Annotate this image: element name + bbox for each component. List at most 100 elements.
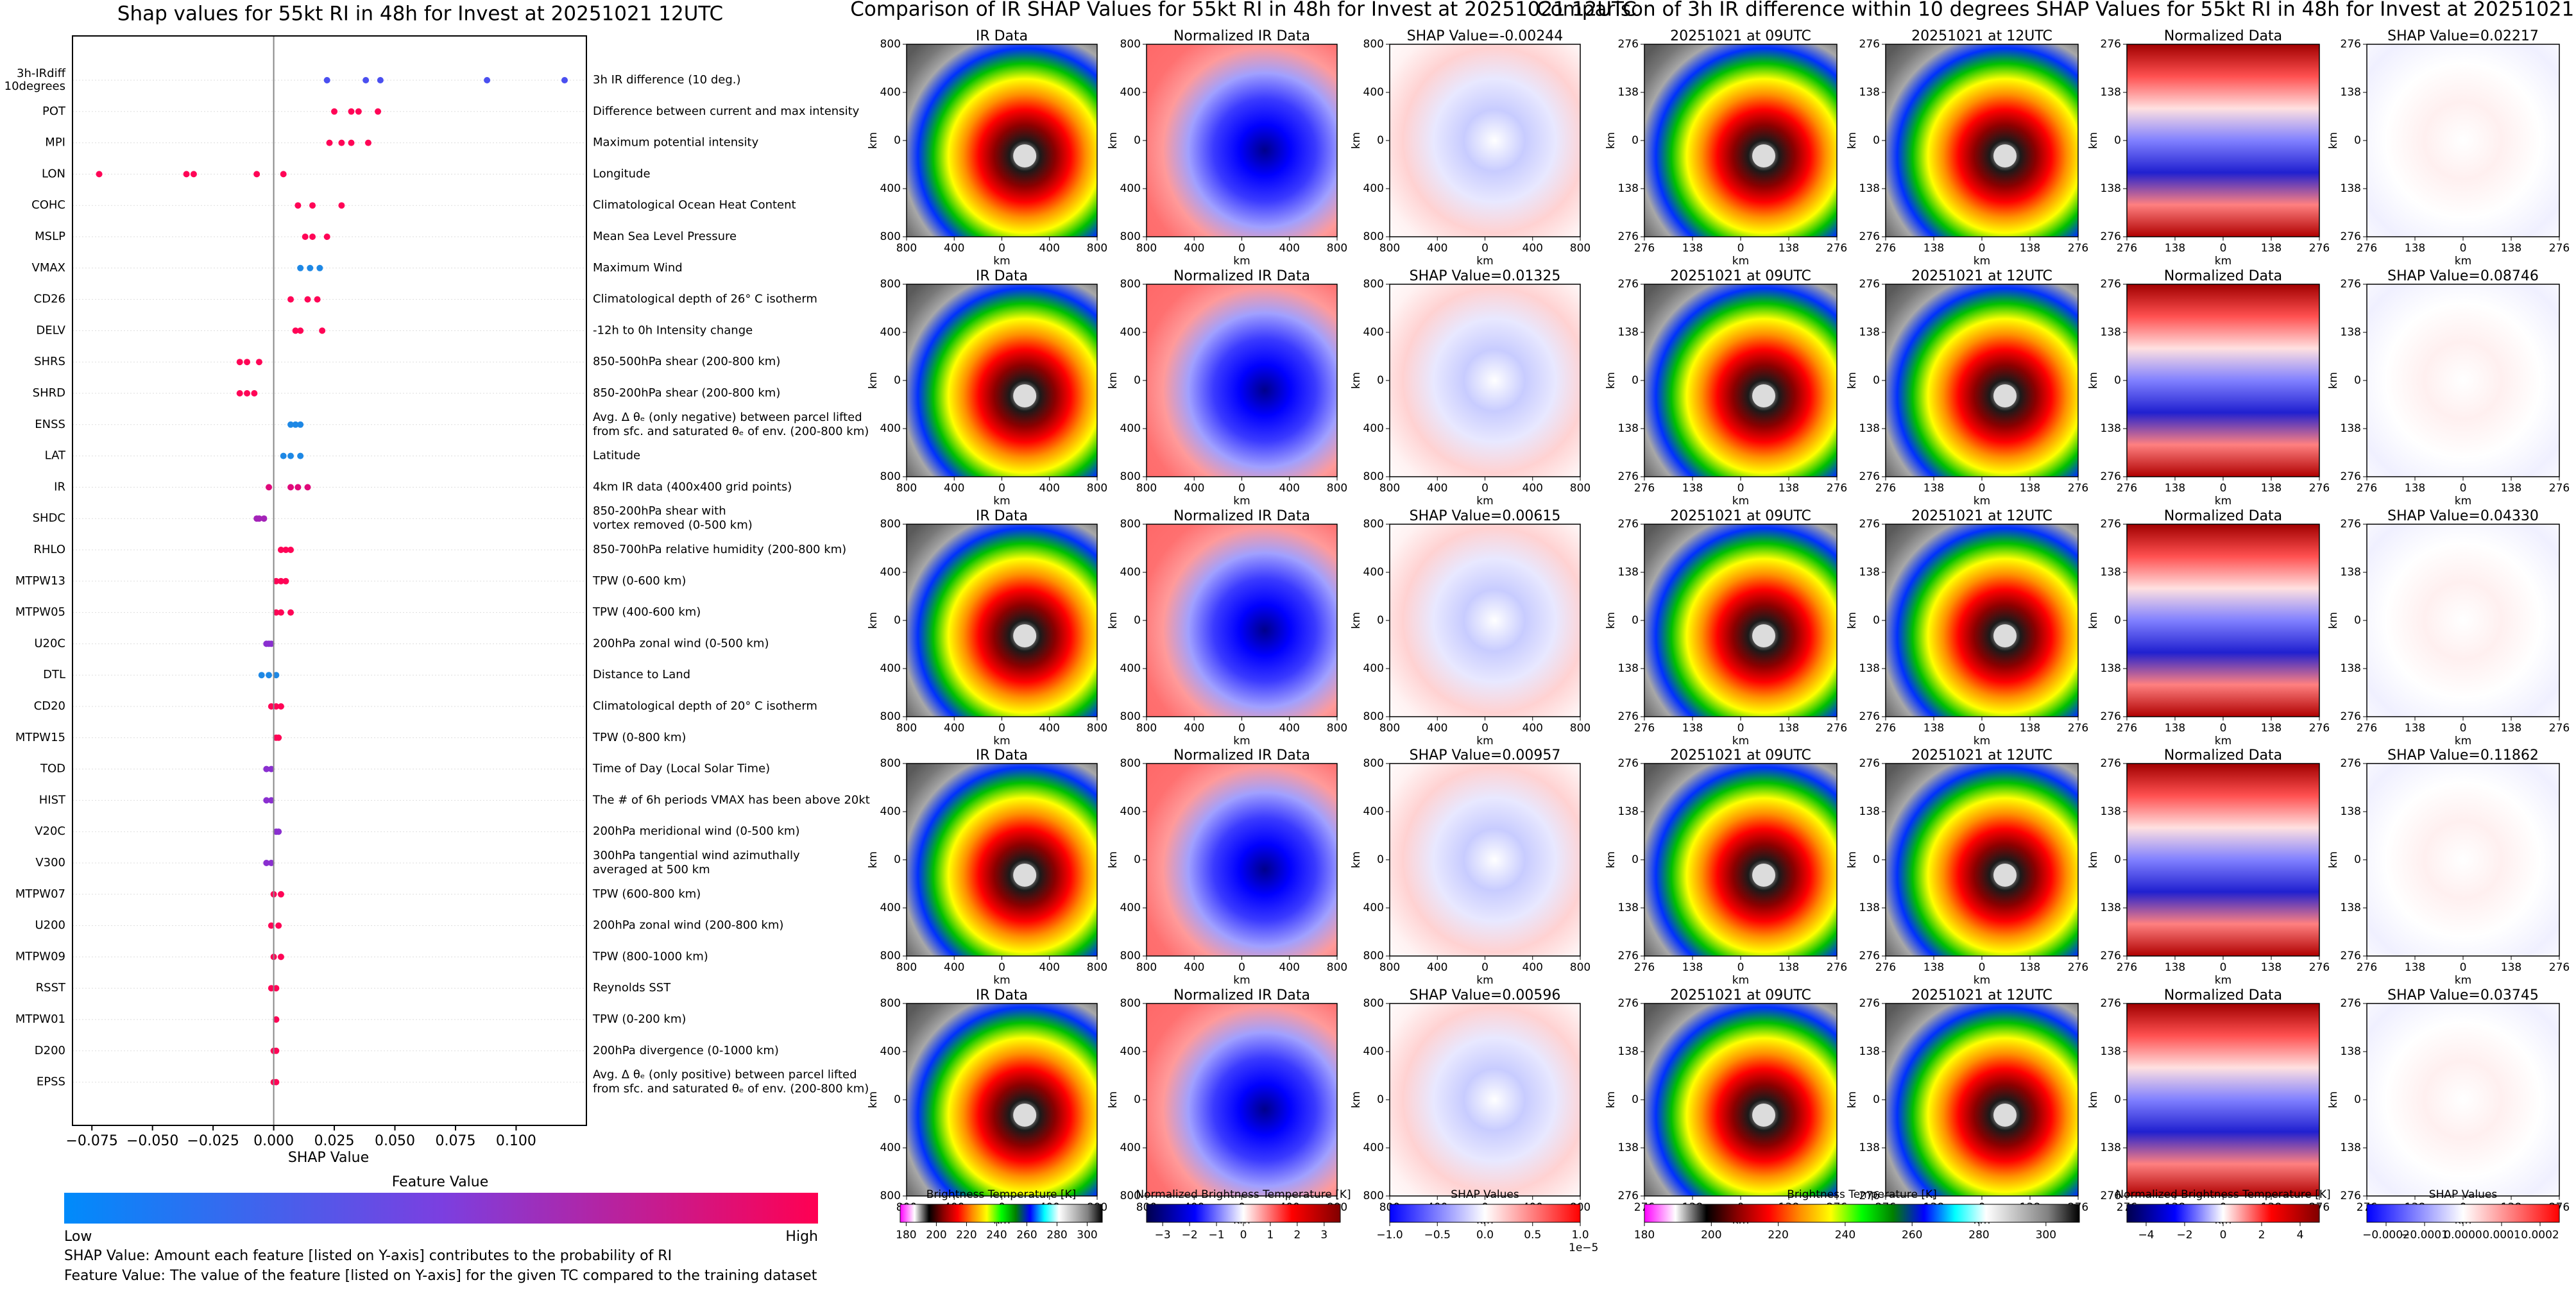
y-tick-label: 800	[1120, 997, 1141, 1010]
y-tick-label: 276	[1859, 757, 1880, 770]
x-tick-label: 0	[2220, 242, 2227, 255]
feature-label: U200	[35, 919, 65, 932]
shap-point	[273, 1047, 280, 1054]
y-tick-label: 400	[1363, 1141, 1384, 1154]
shap-point	[292, 327, 299, 334]
y-tick-label: 400	[1363, 86, 1384, 99]
x-tick-label: −0.075	[66, 1133, 118, 1149]
shap-point	[297, 327, 304, 334]
feature-label: SHRD	[33, 386, 65, 400]
feature-description: 200hPa zonal wind (0-500 km)	[593, 636, 769, 650]
feature-label: TOD	[40, 762, 65, 776]
feature-label: LAT	[45, 449, 66, 463]
colorbar-offset: 1e−5	[1569, 1242, 1598, 1254]
x-axis-label: km	[1476, 255, 1493, 268]
image-panel	[1886, 764, 2078, 956]
feature-label: SHRS	[34, 355, 65, 368]
x-tick-label: 0	[1481, 242, 1488, 255]
y-tick-label: 400	[1120, 326, 1141, 339]
y-tick-label: 800	[1363, 38, 1384, 51]
y-tick-label: 0	[2354, 134, 2361, 147]
feature-description: -12h to 0h Intensity change	[593, 323, 753, 337]
panel-title: Normalized Data	[2164, 28, 2282, 44]
panel-title: Normalized IR Data	[1173, 987, 1310, 1003]
image-panel	[1644, 524, 1837, 717]
feature-label: MTPW09	[15, 950, 65, 963]
x-tick-label: 138	[1778, 242, 1799, 255]
shap-point	[355, 108, 362, 115]
y-tick-label: 0	[1134, 614, 1141, 627]
y-tick-label: 138	[2341, 901, 2361, 914]
y-tick-label: 800	[880, 1190, 901, 1202]
storm-eye	[1013, 1104, 1037, 1127]
feature-label: SHDC	[33, 511, 65, 525]
x-tick-label: 138	[2405, 482, 2425, 495]
colorbar-title: Brightness Temperature [K]	[926, 1188, 1076, 1201]
feature-description: Longitude	[593, 167, 651, 180]
x-tick-label: 400	[1184, 482, 1204, 495]
panel-title: 20251021 at 12UTC	[1911, 747, 2052, 764]
panel-title: SHAP Value=0.00957	[1410, 747, 1561, 764]
panel-title: Normalized Data	[2164, 747, 2282, 764]
x-tick-label: 0.100	[496, 1133, 536, 1149]
x-tick-label: 276	[2068, 722, 2088, 735]
y-tick-label: 276	[1859, 38, 1880, 51]
image-panel	[2367, 44, 2559, 237]
x-tick-label: 400	[1427, 482, 1447, 495]
x-axis-label: km	[2455, 255, 2471, 268]
x-tick-label: 0	[1238, 961, 1245, 974]
y-tick-label: 276	[2341, 38, 2361, 51]
colorbar-title: SHAP Values	[2429, 1188, 2498, 1201]
feature-label: U20C	[34, 636, 65, 650]
y-tick-label: 400	[1120, 422, 1141, 435]
x-tick-label: 800	[1327, 482, 1347, 495]
y-tick-label: 138	[1859, 566, 1880, 579]
y-tick-label: 138	[1859, 1045, 1880, 1058]
y-tick-label: 138	[2341, 566, 2361, 579]
x-tick-label: 276	[2309, 242, 2330, 255]
feature-description: Reynolds SST	[593, 981, 671, 994]
feature-label: MTPW01	[15, 1012, 65, 1026]
y-tick-label: 276	[1859, 710, 1880, 723]
y-tick-label: 0	[1632, 374, 1639, 387]
feature-description: Climatological Ocean Heat Content	[593, 198, 796, 212]
colorbar-tick-label: 180	[1634, 1229, 1655, 1242]
panel-title: 20251021 at 09UTC	[1670, 28, 1811, 44]
y-tick-label: 400	[1363, 1045, 1384, 1058]
y-tick-label: 276	[2101, 997, 2121, 1010]
x-tick-label: 400	[1279, 482, 1300, 495]
x-tick-label: 276	[2068, 242, 2088, 255]
x-tick-label: 276	[1634, 242, 1655, 255]
x-tick-label: 0	[1238, 482, 1245, 495]
feature-description: Maximum potential intensity	[593, 136, 759, 149]
y-tick-label: 138	[1859, 901, 1880, 914]
shap-point	[263, 797, 270, 804]
y-tick-label: 138	[2101, 86, 2121, 99]
shap-point	[244, 390, 251, 397]
panel-title: Normalized IR Data	[1173, 28, 1310, 44]
storm-eye	[1993, 864, 2017, 887]
x-axis-label: km	[993, 735, 1010, 747]
y-axis-label: km	[2087, 132, 2100, 149]
x-tick-label: 138	[2501, 961, 2521, 974]
x-tick-label: 276	[2357, 482, 2377, 495]
shap-point	[304, 296, 311, 303]
shap-point	[287, 296, 294, 303]
x-axis-label: km	[2215, 495, 2231, 508]
y-axis-label: km	[2327, 372, 2340, 389]
y-tick-label: 800	[880, 950, 901, 962]
colorbar	[64, 1193, 818, 1224]
shap-point	[323, 77, 330, 83]
x-axis-label: km	[1233, 495, 1250, 508]
y-tick-label: 0	[1134, 1093, 1141, 1106]
x-tick-label: 800	[1570, 722, 1591, 735]
y-tick-label: 0	[894, 374, 901, 387]
y-tick-label: 400	[1363, 182, 1384, 195]
shap-point	[273, 703, 280, 710]
y-tick-label: 400	[880, 1045, 901, 1058]
shap-point	[302, 234, 309, 240]
feature-description: 200hPa meridional wind (0-500 km)	[593, 824, 799, 838]
y-axis-label: km	[2327, 851, 2340, 868]
y-tick-label: 0	[894, 1093, 901, 1106]
y-tick-label: 276	[1618, 518, 1639, 531]
